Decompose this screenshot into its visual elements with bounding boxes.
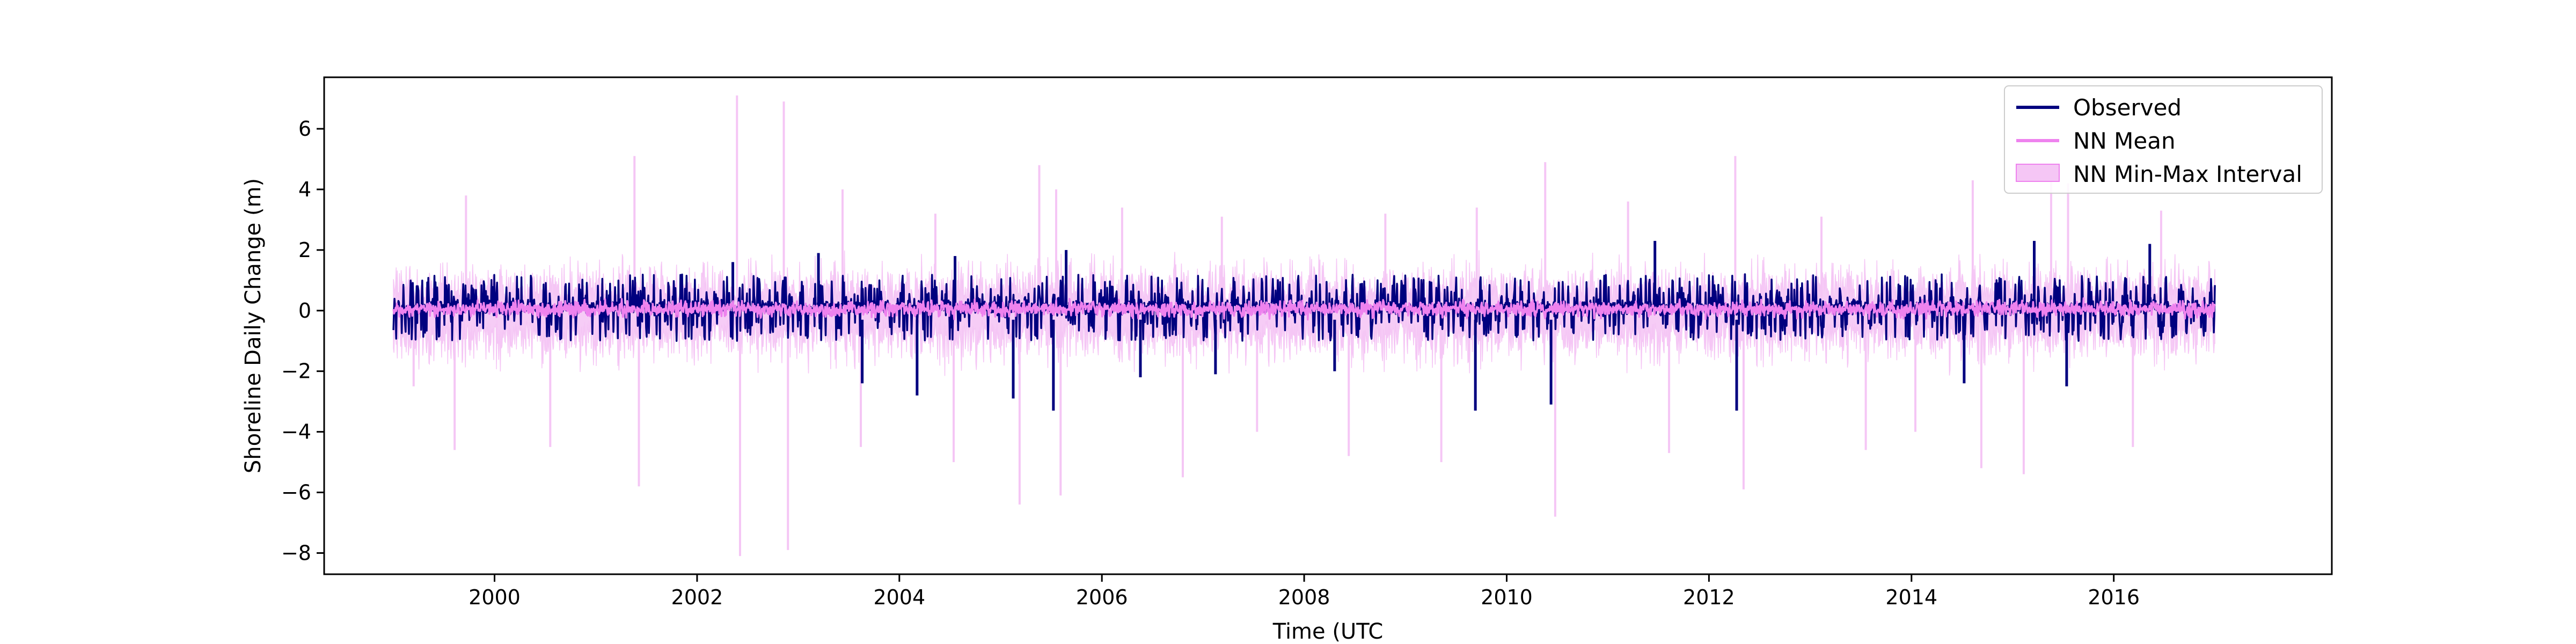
plot-frame xyxy=(323,76,2333,575)
x-tick-label: 2012 xyxy=(1683,586,1735,609)
legend-label-nn-mean: NN Mean xyxy=(2073,128,2176,154)
x-tick-label: 2016 xyxy=(2088,586,2140,609)
legend-label-nn-interval: NN Min-Max Interval xyxy=(2073,161,2302,187)
x-tick-label: 2002 xyxy=(671,586,723,609)
x-axis-label: Time (UTC xyxy=(1272,619,1384,644)
y-tick-label: 2 xyxy=(298,238,311,262)
x-tick-label: 2008 xyxy=(1278,586,1330,609)
legend-box xyxy=(2004,85,2323,194)
y-axis-label: Shoreline Daily Change (m) xyxy=(241,178,266,473)
y-tick-label: 0 xyxy=(298,299,311,323)
y-tick-label: −6 xyxy=(281,481,311,504)
y-tick-label: 4 xyxy=(298,178,311,201)
legend-swatch-nn-interval xyxy=(2016,164,2060,182)
y-tick-label: 6 xyxy=(298,117,311,141)
y-tick-label: −4 xyxy=(281,420,311,444)
x-tick-label: 2006 xyxy=(1076,586,1128,609)
x-tick-label: 2000 xyxy=(469,586,521,609)
nn-mean-layer xyxy=(392,297,2216,321)
x-axis: 2000 2002 2004 2006 2008 2010 2012 2014 2016 xyxy=(469,574,2140,609)
nn-mean-line xyxy=(392,297,2216,321)
legend: Observed NN Mean NN Min-Max Interval xyxy=(2004,85,2323,194)
y-axis: −8 −6 −4 −2 0 2 4 6 xyxy=(281,117,324,565)
plot-area xyxy=(392,95,2216,557)
x-tick-label: 2004 xyxy=(873,586,925,609)
y-tick-label: −8 xyxy=(281,541,311,565)
y-tick-label: −2 xyxy=(281,360,311,383)
x-tick-label: 2014 xyxy=(1885,586,1937,609)
x-tick-label: 2010 xyxy=(1481,586,1533,609)
legend-label-observed: Observed xyxy=(2073,94,2182,121)
